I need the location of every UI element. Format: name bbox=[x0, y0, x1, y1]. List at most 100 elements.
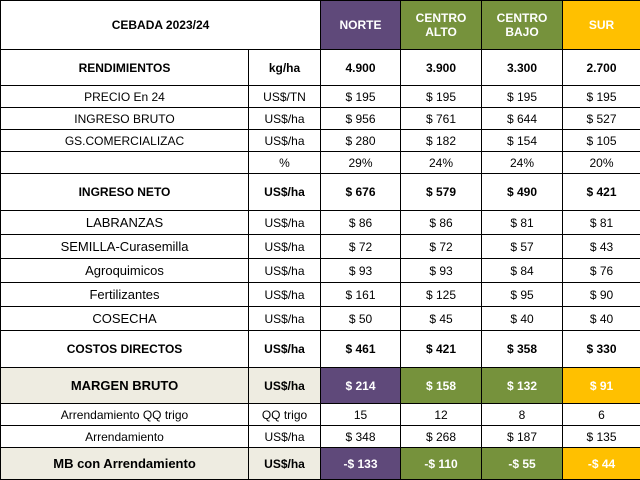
row-unit: US$/ha bbox=[249, 283, 321, 307]
value-centro-bajo: -$ 55 bbox=[482, 448, 563, 480]
value-norte: $ 214 bbox=[321, 368, 401, 404]
row-label: COSTOS DIRECTOS bbox=[1, 331, 249, 368]
value-sur: 6 bbox=[563, 404, 640, 426]
value-centro-alto: $ 72 bbox=[401, 235, 482, 259]
value-centro-bajo: 24% bbox=[482, 152, 563, 174]
row-label: MB con Arrendamiento bbox=[1, 448, 249, 480]
value-centro-alto: $ 579 bbox=[401, 174, 482, 211]
region-sur: SUR bbox=[563, 1, 640, 50]
value-centro-alto: $ 761 bbox=[401, 108, 482, 130]
row-arrendamiento: Arrendamiento US$/ha $ 348 $ 268 $ 187 $… bbox=[1, 426, 640, 448]
value-norte: -$ 133 bbox=[321, 448, 401, 480]
value-norte: 29% bbox=[321, 152, 401, 174]
value-centro-bajo: $ 40 bbox=[482, 307, 563, 331]
value-sur: $ 43 bbox=[563, 235, 640, 259]
value-centro-alto: 3.900 bbox=[401, 50, 482, 86]
row-gs-comercializac: GS.COMERCIALIZAC US$/ha $ 280 $ 182 $ 15… bbox=[1, 130, 640, 152]
value-sur: $ 105 bbox=[563, 130, 640, 152]
row-label: Arrendamiento bbox=[1, 426, 249, 448]
row-label: INGRESO BRUTO bbox=[1, 108, 249, 130]
value-centro-alto: $ 93 bbox=[401, 259, 482, 283]
value-sur: $ 40 bbox=[563, 307, 640, 331]
row-label: COSECHA bbox=[1, 307, 249, 331]
value-sur: $ 330 bbox=[563, 331, 640, 368]
value-centro-bajo: $ 84 bbox=[482, 259, 563, 283]
row-label: MARGEN BRUTO bbox=[1, 368, 249, 404]
value-norte: $ 50 bbox=[321, 307, 401, 331]
row-labranzas: LABRANZAS US$/ha $ 86 $ 86 $ 81 $ 81 bbox=[1, 211, 640, 235]
row-percent: % 29% 24% 24% 20% bbox=[1, 152, 640, 174]
row-unit: US$/TN bbox=[249, 86, 321, 108]
row-label: LABRANZAS bbox=[1, 211, 249, 235]
row-label: Arrendamiento QQ trigo bbox=[1, 404, 249, 426]
value-centro-alto: $ 158 bbox=[401, 368, 482, 404]
value-centro-bajo: $ 187 bbox=[482, 426, 563, 448]
value-centro-alto: $ 125 bbox=[401, 283, 482, 307]
row-mb-con-arrendamiento: MB con Arrendamiento US$/ha -$ 133 -$ 11… bbox=[1, 448, 640, 480]
row-unit: US$/ha bbox=[249, 108, 321, 130]
row-precio: PRECIO En 24 US$/TN $ 195 $ 195 $ 195 $ … bbox=[1, 86, 640, 108]
row-unit: US$/ha bbox=[249, 331, 321, 368]
value-centro-alto: $ 182 bbox=[401, 130, 482, 152]
value-centro-alto: $ 268 bbox=[401, 426, 482, 448]
row-label: SEMILLA-Curasemilla bbox=[1, 235, 249, 259]
value-sur: $ 91 bbox=[563, 368, 640, 404]
value-centro-alto: $ 195 bbox=[401, 86, 482, 108]
row-unit: % bbox=[249, 152, 321, 174]
value-norte: 4.900 bbox=[321, 50, 401, 86]
row-unit: US$/ha bbox=[249, 211, 321, 235]
value-norte: $ 461 bbox=[321, 331, 401, 368]
row-arrendamiento-qq: Arrendamiento QQ trigo QQ trigo 15 12 8 … bbox=[1, 404, 640, 426]
value-centro-alto: -$ 110 bbox=[401, 448, 482, 480]
value-centro-alto: 12 bbox=[401, 404, 482, 426]
row-rendimientos: RENDIMIENTOS kg/ha 4.900 3.900 3.300 2.7… bbox=[1, 50, 640, 86]
row-unit: US$/ha bbox=[249, 307, 321, 331]
row-unit: US$/ha bbox=[249, 426, 321, 448]
row-label: INGRESO NETO bbox=[1, 174, 249, 211]
value-centro-bajo: $ 644 bbox=[482, 108, 563, 130]
value-centro-alto: $ 45 bbox=[401, 307, 482, 331]
row-label: Agroquimicos bbox=[1, 259, 249, 283]
value-centro-bajo: $ 490 bbox=[482, 174, 563, 211]
value-sur: -$ 44 bbox=[563, 448, 640, 480]
row-label: Fertilizantes bbox=[1, 283, 249, 307]
row-cosecha: COSECHA US$/ha $ 50 $ 45 $ 40 $ 40 bbox=[1, 307, 640, 331]
table-title: CEBADA 2023/24 bbox=[1, 1, 321, 50]
row-unit: US$/ha bbox=[249, 174, 321, 211]
row-unit: US$/ha bbox=[249, 368, 321, 404]
row-unit: US$/ha bbox=[249, 259, 321, 283]
value-centro-alto: 24% bbox=[401, 152, 482, 174]
value-norte: $ 93 bbox=[321, 259, 401, 283]
value-norte: $ 956 bbox=[321, 108, 401, 130]
row-agroquimicos: Agroquimicos US$/ha $ 93 $ 93 $ 84 $ 76 bbox=[1, 259, 640, 283]
value-sur: $ 421 bbox=[563, 174, 640, 211]
value-sur: $ 135 bbox=[563, 426, 640, 448]
row-unit: US$/ha bbox=[249, 235, 321, 259]
value-centro-alto: $ 86 bbox=[401, 211, 482, 235]
value-norte: $ 161 bbox=[321, 283, 401, 307]
value-centro-bajo: $ 57 bbox=[482, 235, 563, 259]
row-ingreso-neto: INGRESO NETO US$/ha $ 676 $ 579 $ 490 $ … bbox=[1, 174, 640, 211]
row-label bbox=[1, 152, 249, 174]
value-sur: $ 76 bbox=[563, 259, 640, 283]
row-unit: kg/ha bbox=[249, 50, 321, 86]
value-sur: $ 195 bbox=[563, 86, 640, 108]
value-norte: $ 348 bbox=[321, 426, 401, 448]
row-label: RENDIMIENTOS bbox=[1, 50, 249, 86]
value-sur: 2.700 bbox=[563, 50, 640, 86]
value-norte: $ 72 bbox=[321, 235, 401, 259]
row-semilla: SEMILLA-Curasemilla US$/ha $ 72 $ 72 $ 5… bbox=[1, 235, 640, 259]
row-unit: US$/ha bbox=[249, 130, 321, 152]
row-unit: US$/ha bbox=[249, 448, 321, 480]
value-sur: $ 81 bbox=[563, 211, 640, 235]
value-centro-bajo: $ 195 bbox=[482, 86, 563, 108]
region-norte: NORTE bbox=[321, 1, 401, 50]
value-sur: $ 90 bbox=[563, 283, 640, 307]
row-ingreso-bruto: INGRESO BRUTO US$/ha $ 956 $ 761 $ 644 $… bbox=[1, 108, 640, 130]
value-sur: 20% bbox=[563, 152, 640, 174]
row-margen-bruto: MARGEN BRUTO US$/ha $ 214 $ 158 $ 132 $ … bbox=[1, 368, 640, 404]
value-centro-bajo: 3.300 bbox=[482, 50, 563, 86]
value-centro-alto: $ 421 bbox=[401, 331, 482, 368]
